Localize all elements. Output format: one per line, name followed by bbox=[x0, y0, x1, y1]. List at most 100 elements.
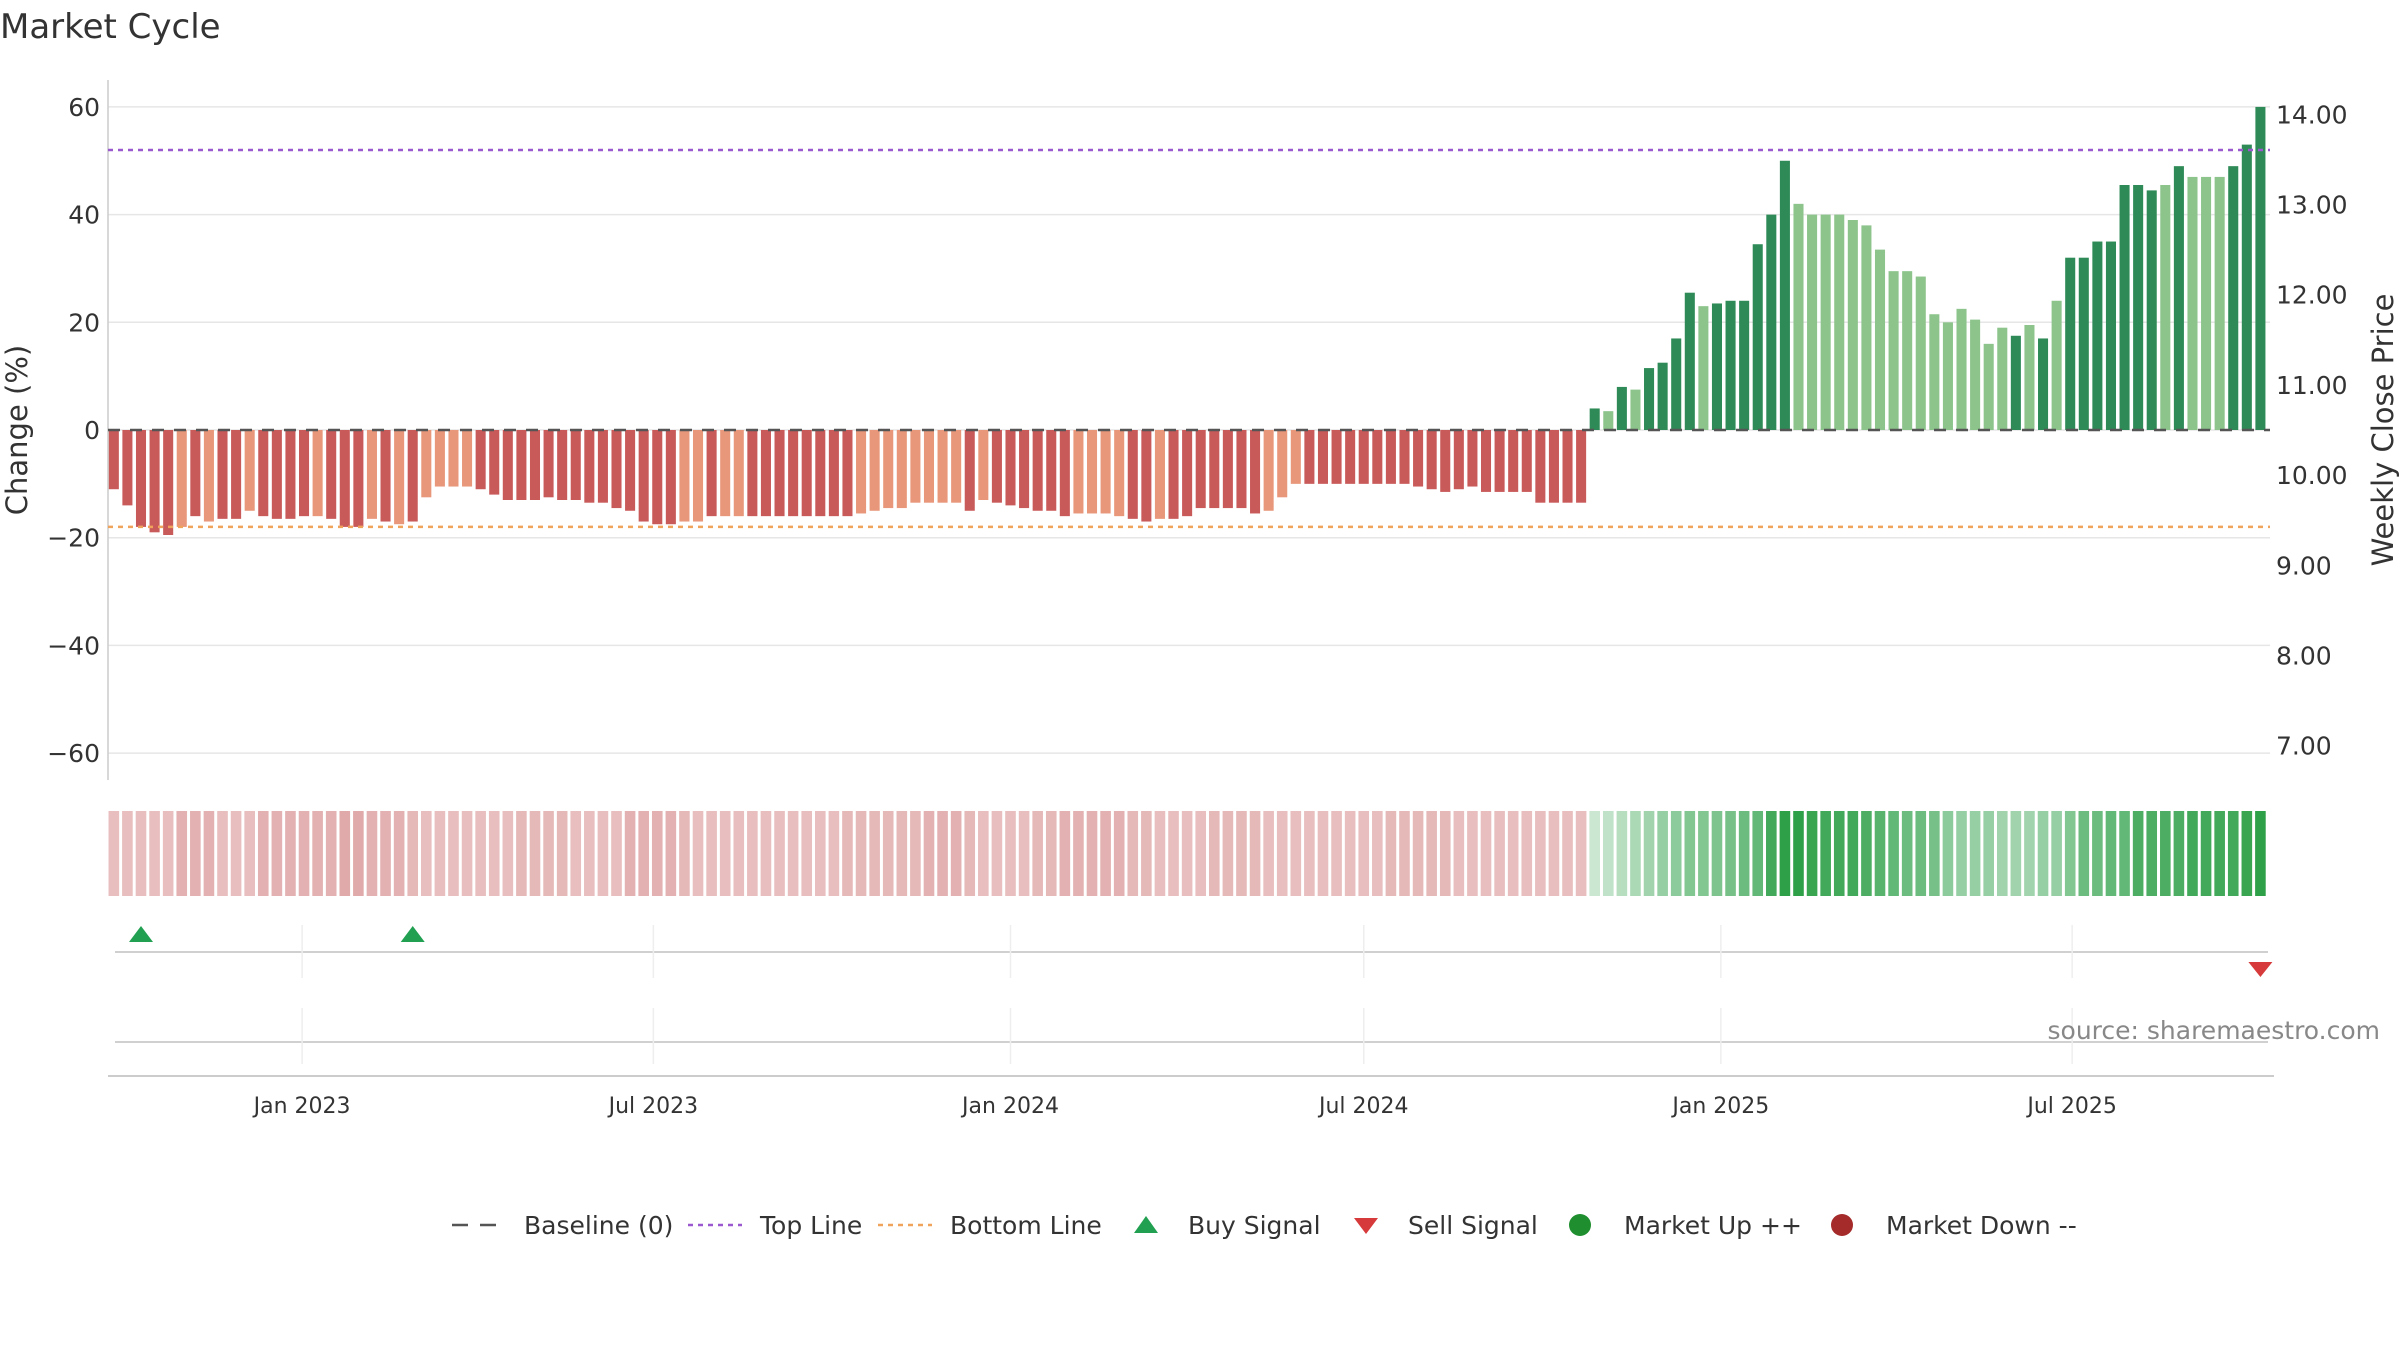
strip-cell bbox=[624, 811, 636, 896]
strip-cell bbox=[1915, 811, 1927, 896]
reference-lines bbox=[108, 148, 2270, 529]
x-tick-label: Jul 2025 bbox=[2025, 1094, 2117, 1119]
strip-cell bbox=[2160, 811, 2171, 896]
strip-cell bbox=[434, 811, 446, 896]
strip-cell bbox=[2078, 811, 2090, 896]
strip-cell bbox=[733, 811, 745, 896]
strip-cell bbox=[584, 811, 595, 896]
buy-signal-marker bbox=[128, 926, 153, 942]
legend-item: Market Down -- bbox=[1831, 1211, 2077, 1240]
bar bbox=[747, 430, 758, 517]
strip-cell bbox=[910, 811, 921, 896]
bar bbox=[1684, 292, 1695, 430]
x-tick-label: Jul 2024 bbox=[1317, 1094, 1409, 1119]
y-tick-label: 40 bbox=[68, 201, 100, 230]
bar bbox=[326, 430, 337, 519]
strip-cell bbox=[665, 811, 677, 896]
strip-cell bbox=[2227, 811, 2239, 896]
strip-cell bbox=[1562, 811, 1573, 896]
sell-signal-marker bbox=[2248, 962, 2273, 977]
legend-item: Top Line bbox=[688, 1211, 862, 1240]
strip-cell bbox=[828, 811, 840, 896]
circle-icon bbox=[1831, 1214, 1853, 1236]
strip-cell bbox=[1304, 811, 1315, 896]
strip-cell bbox=[149, 811, 160, 896]
bar bbox=[2214, 176, 2225, 430]
strip-cell bbox=[1670, 811, 1682, 896]
legend-label: Baseline (0) bbox=[524, 1211, 673, 1240]
strip-cell bbox=[461, 811, 473, 896]
bar bbox=[1807, 214, 1818, 430]
bar bbox=[692, 430, 704, 522]
bar bbox=[1494, 430, 1505, 492]
strip-cell bbox=[1195, 811, 1207, 896]
strip-cell bbox=[1847, 811, 1859, 896]
bar bbox=[1263, 430, 1274, 511]
strip-cell bbox=[1711, 811, 1723, 896]
legend-item: Baseline (0) bbox=[452, 1211, 673, 1240]
strip-cell bbox=[1127, 811, 1139, 896]
strip-cell bbox=[2173, 811, 2185, 896]
strip-cell bbox=[285, 811, 296, 896]
bar bbox=[122, 430, 133, 506]
y2-tick-label: 12.00 bbox=[2276, 281, 2348, 310]
strip-cell bbox=[502, 811, 514, 896]
strip-cell bbox=[1467, 811, 1478, 896]
strip-cell bbox=[1154, 811, 1166, 896]
bar bbox=[1874, 249, 1886, 430]
bar bbox=[1956, 308, 1967, 430]
bar bbox=[1847, 220, 1858, 430]
y2-axis-label: Weekly Close Price bbox=[2366, 294, 2400, 567]
y2-tick-label: 8.00 bbox=[2276, 642, 2332, 671]
legend-label: Buy Signal bbox=[1188, 1211, 1321, 1240]
bar bbox=[1236, 430, 1247, 509]
bar bbox=[1589, 408, 1600, 430]
bar-series bbox=[108, 106, 2266, 535]
strip-cell bbox=[747, 811, 758, 896]
strip-cell bbox=[312, 811, 323, 896]
bar bbox=[1603, 411, 1614, 430]
bar bbox=[1915, 276, 1926, 430]
bar bbox=[1277, 430, 1288, 498]
strip-cell bbox=[651, 811, 663, 896]
strip-cell bbox=[1045, 811, 1057, 896]
bar bbox=[1453, 430, 1464, 490]
bar bbox=[203, 430, 214, 522]
bar bbox=[1861, 225, 1872, 430]
bar bbox=[815, 430, 826, 517]
y-axis-label: Change (%) bbox=[0, 345, 34, 515]
strip-cell bbox=[1996, 811, 2008, 896]
strip-cell bbox=[1820, 811, 1831, 896]
bar bbox=[1426, 430, 1437, 490]
strip-cell bbox=[1874, 811, 1886, 896]
strip-cell bbox=[1616, 811, 1628, 896]
bar bbox=[1195, 430, 1206, 509]
bar bbox=[1779, 160, 1790, 430]
bar bbox=[271, 430, 282, 519]
strip-cell bbox=[217, 811, 228, 896]
bar bbox=[339, 430, 350, 527]
x-tick-label: Jan 2024 bbox=[960, 1094, 1059, 1119]
strip-cell bbox=[1480, 811, 1492, 896]
strip-cell bbox=[1643, 811, 1655, 896]
y-tick-label: −60 bbox=[47, 739, 100, 768]
strip-cell bbox=[1399, 811, 1410, 896]
strip-cell bbox=[2241, 811, 2253, 896]
bar bbox=[1983, 343, 1994, 430]
strip-cell bbox=[760, 811, 772, 896]
bar bbox=[135, 430, 147, 527]
legend-label: Top Line bbox=[759, 1211, 862, 1240]
bar bbox=[1711, 303, 1722, 430]
strip-cell bbox=[1263, 811, 1274, 896]
strip-cell bbox=[448, 811, 459, 896]
strip-cell bbox=[1018, 811, 1030, 896]
bar bbox=[448, 430, 459, 487]
bar bbox=[1548, 430, 1559, 503]
y2-tick-label: 14.00 bbox=[2276, 100, 2348, 129]
strip-cell bbox=[1331, 811, 1342, 896]
strip-cell bbox=[298, 811, 310, 896]
bar bbox=[2255, 106, 2266, 430]
bar bbox=[1671, 338, 1682, 430]
bar bbox=[1576, 430, 1587, 503]
